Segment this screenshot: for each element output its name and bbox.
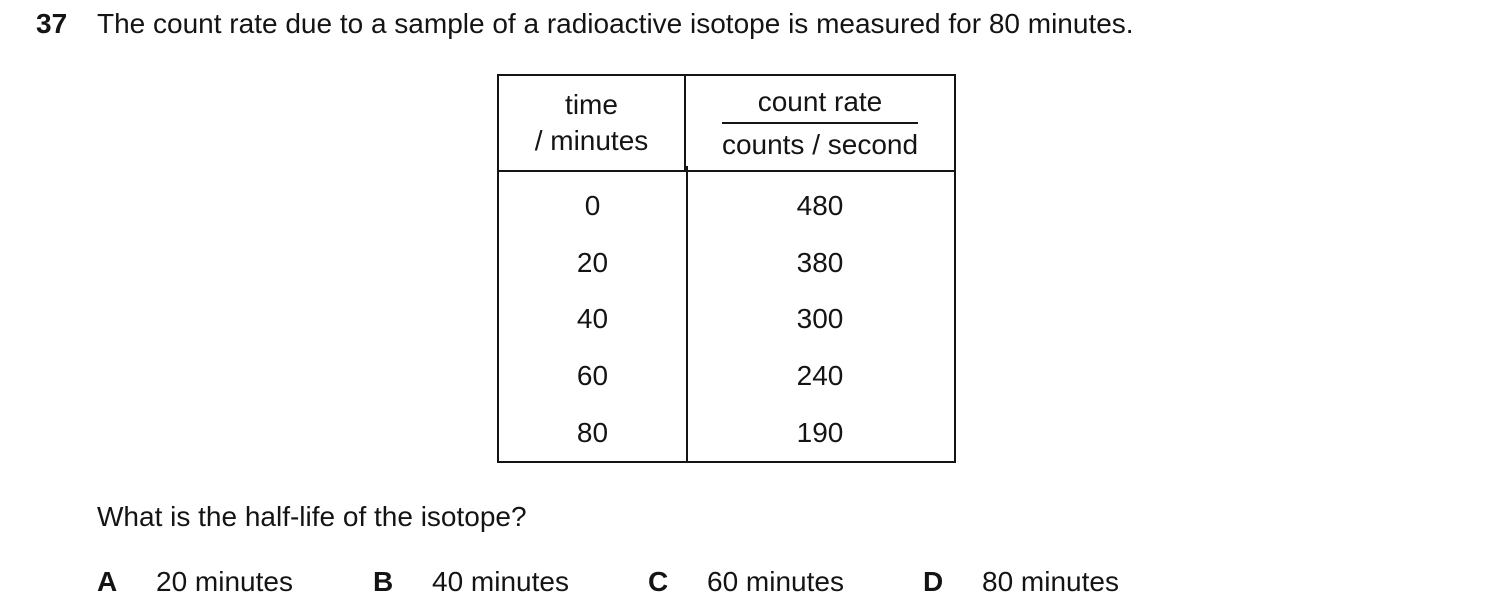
- time-cell: 80: [576, 416, 609, 448]
- option-b-letter: B: [373, 566, 394, 597]
- table-row: 60 240: [499, 348, 954, 405]
- option-b: B 40 minutes: [373, 566, 569, 598]
- time-cell: 0: [584, 190, 601, 222]
- time-header-label: time: [565, 89, 618, 120]
- option-c-text: 60 minutes: [707, 566, 844, 597]
- count-rate-column-header: count rate counts / second: [686, 76, 954, 170]
- question-text: The count rate due to a sample of a radi…: [97, 8, 1134, 39]
- option-b-text: 40 minutes: [432, 566, 569, 597]
- option-d: D 80 minutes: [923, 566, 1119, 598]
- time-cell: 60: [576, 360, 609, 392]
- option-d-text: 80 minutes: [982, 566, 1119, 597]
- table-row: 40 300: [499, 291, 954, 348]
- count-rate-cell: 380: [796, 246, 844, 278]
- count-rate-cell: 300: [796, 303, 844, 335]
- table-header-row: time / minutes count rate counts / secon…: [499, 76, 954, 172]
- table-row: 20 380: [499, 235, 954, 292]
- count-rate-fraction: count rate counts / second: [721, 86, 919, 160]
- option-c: C 60 minutes: [648, 566, 844, 598]
- question-prompt: What is the half-life of the isotope?: [97, 501, 527, 532]
- answer-options: A 20 minutes B 40 minutes C 60 minutes D…: [0, 566, 1500, 600]
- option-a: A 20 minutes: [97, 566, 293, 598]
- count-rate-cell: 240: [796, 360, 844, 392]
- time-cell: 40: [576, 303, 609, 335]
- option-c-letter: C: [648, 566, 669, 597]
- table-row: 80 190: [499, 404, 954, 461]
- time-cell: 20: [576, 246, 609, 278]
- count-rate-numerator: count rate: [721, 86, 919, 124]
- question-stem: 37 The count rate due to a sample of a r…: [36, 8, 1134, 40]
- data-table: time / minutes count rate counts / secon…: [497, 74, 956, 463]
- table-row: 0 480: [499, 178, 954, 235]
- option-d-letter: D: [923, 566, 944, 597]
- question-number: 37: [36, 8, 68, 39]
- table-body: 0 480 20 380 40 300 60 240 80 190: [499, 166, 954, 461]
- count-rate-cell: 190: [796, 416, 844, 448]
- count-rate-denominator: counts / second: [721, 128, 919, 160]
- option-a-letter: A: [97, 566, 118, 597]
- time-header-unit: / minutes: [534, 125, 649, 156]
- time-column-header: time / minutes: [499, 76, 686, 170]
- option-a-text: 20 minutes: [156, 566, 293, 597]
- count-rate-cell: 480: [796, 190, 844, 222]
